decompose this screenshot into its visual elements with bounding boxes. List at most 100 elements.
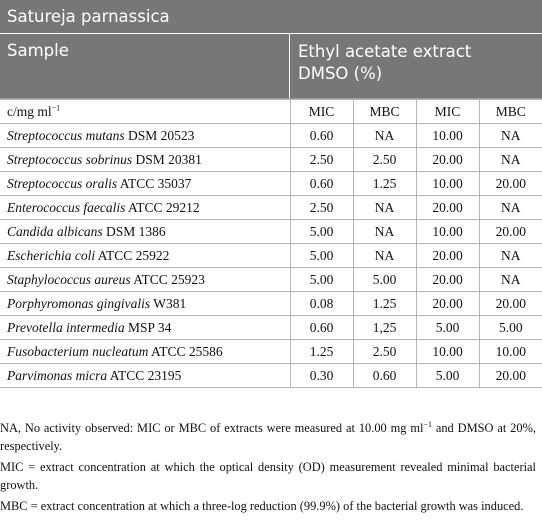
table-row: Fusobacterium nucleatum ATCC 25586 1.25 2.… [0, 339, 542, 364]
value-mbc-1: NA [352, 243, 417, 268]
value-mic-1: 0.60 [289, 315, 354, 340]
value-mic-1: 2.50 [289, 147, 354, 172]
sample-name: Staphylococcus aureus ATCC 25923 [0, 267, 291, 292]
strain-id: ATCC 23195 [107, 367, 182, 383]
species-name: Escherichia coli [7, 247, 96, 263]
value-mbc-2: 20.00 [478, 219, 542, 244]
value-mic-1: 0.30 [289, 363, 354, 388]
species-name: Staphylococcus aureus [7, 271, 131, 287]
units-col-mic-1: MIC [289, 99, 354, 124]
species-name: Fusobacterium nucleatum [7, 343, 149, 359]
units-col-mbc-2: MBC [478, 99, 542, 124]
value-mic-2: 5.00 [415, 363, 480, 388]
value-mbc-2: NA [478, 195, 542, 220]
species-name: Streptococcus mutans [7, 127, 125, 143]
value-mbc-1: 2.50 [352, 339, 417, 364]
value-mic-1: 2.50 [289, 195, 354, 220]
value-mic-2: 5.00 [415, 315, 480, 340]
value-mbc-2: NA [478, 243, 542, 268]
strain-id: ATCC 25586 [148, 343, 223, 359]
units-col-mbc-1: MBC [352, 99, 417, 124]
value-mbc-1: NA [352, 195, 417, 220]
header-sample: Sample [0, 34, 290, 98]
strain-id: ATCC 25923 [130, 271, 205, 287]
table-title: Satureja parnassica [0, 0, 542, 34]
table-row: Parvimonas micra ATCC 23195 0.30 0.60 5.00 2… [0, 363, 542, 388]
value-mbc-2: NA [478, 147, 542, 172]
value-mic-2: 10.00 [415, 123, 480, 148]
value-mbc-2: 20.00 [478, 291, 542, 316]
species-name: Streptococcus oralis [7, 175, 118, 191]
table-row: Prevotella intermedia MSP 34 0.60 1,25 5.00… [0, 315, 542, 340]
strain-id: DSM 1386 [102, 223, 166, 239]
strain-id: ATCC 29212 [125, 199, 200, 215]
table-row: Streptococcus oralis ATCC 35037 0.60 1.25 1… [0, 171, 542, 196]
value-mbc-2: 20.00 [478, 363, 542, 388]
strain-id: W381 [150, 295, 187, 311]
value-mbc-2: 5.00 [478, 315, 542, 340]
value-mic-2: 20.00 [415, 195, 480, 220]
sample-name: Candida albicans DSM 1386 [0, 219, 291, 244]
units-prefix: c/mg ml [7, 103, 52, 119]
species-name: Parvimonas micra [7, 367, 108, 383]
footnote-mic: MIC = extract concentration at which the… [0, 460, 536, 492]
value-mic-1: 5.00 [289, 267, 354, 292]
table-row: Candida albicans DSM 1386 5.00 NA 10.00 20.0… [0, 219, 542, 244]
strain-id: ATCC 35037 [117, 175, 192, 191]
value-mic-1: 0.60 [289, 123, 354, 148]
table-row: Enterococcus faecalis ATCC 29212 2.50 NA 20… [0, 195, 542, 220]
species-name: Enterococcus faecalis [7, 199, 126, 215]
table-footnotes: NA, No activity observed: MIC or MBC of … [0, 420, 536, 520]
header-extract-line2: DMSO (%) [298, 64, 383, 83]
sample-name: Prevotella intermedia MSP 34 [0, 315, 291, 340]
value-mic-1: 0.08 [289, 291, 354, 316]
value-mbc-1: 0.60 [352, 363, 417, 388]
sample-name: Parvimonas micra ATCC 23195 [0, 363, 291, 388]
table-row: Porphyromonas gingivalis W381 0.08 1.25 20.… [0, 291, 542, 316]
value-mbc-1: 1.25 [352, 291, 417, 316]
header-extract-line1: Ethyl acetate extract [298, 42, 472, 61]
value-mbc-1: 5.00 [352, 267, 417, 292]
value-mic-2: 20.00 [415, 243, 480, 268]
value-mic-2: 10.00 [415, 171, 480, 196]
strain-id: ATCC 25922 [95, 247, 170, 263]
species-name: Streptococcus sobrinus [7, 151, 133, 167]
sample-name: Escherichia coli ATCC 25922 [0, 243, 291, 268]
value-mic-1: 0.60 [289, 171, 354, 196]
sample-name: Porphyromonas gingivalis W381 [0, 291, 291, 316]
footnote-na: NA, No activity observed: MIC or MBC of … [0, 420, 536, 455]
sample-name: Streptococcus sobrinus DSM 20381 [0, 147, 291, 172]
table-row: Staphylococcus aureus ATCC 25923 5.00 5.00… [0, 267, 542, 292]
species-name: Prevotella intermedia [7, 319, 125, 335]
units-label: c/mg ml−1 [0, 99, 291, 124]
value-mic-1: 5.00 [289, 219, 354, 244]
value-mic-1: 5.00 [289, 243, 354, 268]
footnote-na-a: NA, No activity observed: MIC or MBC of … [0, 421, 424, 435]
footnote-na-b: and DMSO at 20%, respectively. [0, 421, 536, 453]
sample-name: Fusobacterium nucleatum ATCC 25586 [0, 339, 291, 364]
header-extract: Ethyl acetate extract DMSO (%) [290, 34, 542, 98]
footnote-na-exponent: −1 [423, 419, 432, 429]
sample-name: Streptococcus mutans DSM 20523 [0, 123, 291, 148]
table-row: Streptococcus sobrinus DSM 20381 2.50 2.50… [0, 147, 542, 172]
value-mic-1: 1.25 [289, 339, 354, 364]
strain-id: MSP 34 [124, 319, 172, 335]
table-row: Streptococcus mutans DSM 20523 0.60 NA 10.0… [0, 123, 542, 148]
units-col-mic-2: MIC [415, 99, 480, 124]
value-mbc-1: 1.25 [352, 171, 417, 196]
table-row: Escherichia coli ATCC 25922 5.00 NA 20.00 NA [0, 243, 542, 268]
value-mbc-2: NA [478, 123, 542, 148]
footnote-mbc: MBC = extract concentration at which a t… [0, 499, 524, 513]
value-mbc-1: NA [352, 219, 417, 244]
data-table: c/mg ml−1 MIC MBC MIC MBC Streptococcus … [0, 99, 542, 388]
value-mbc-2: NA [478, 267, 542, 292]
value-mic-2: 10.00 [415, 339, 480, 364]
table-header: Sample Ethyl acetate extract DMSO (%) [0, 34, 542, 99]
sample-name: Streptococcus oralis ATCC 35037 [0, 171, 291, 196]
species-name: Porphyromonas gingivalis [7, 295, 151, 311]
value-mic-2: 20.00 [415, 267, 480, 292]
units-exponent: −1 [51, 103, 61, 112]
sample-name: Enterococcus faecalis ATCC 29212 [0, 195, 291, 220]
value-mbc-2: 10.00 [478, 339, 542, 364]
